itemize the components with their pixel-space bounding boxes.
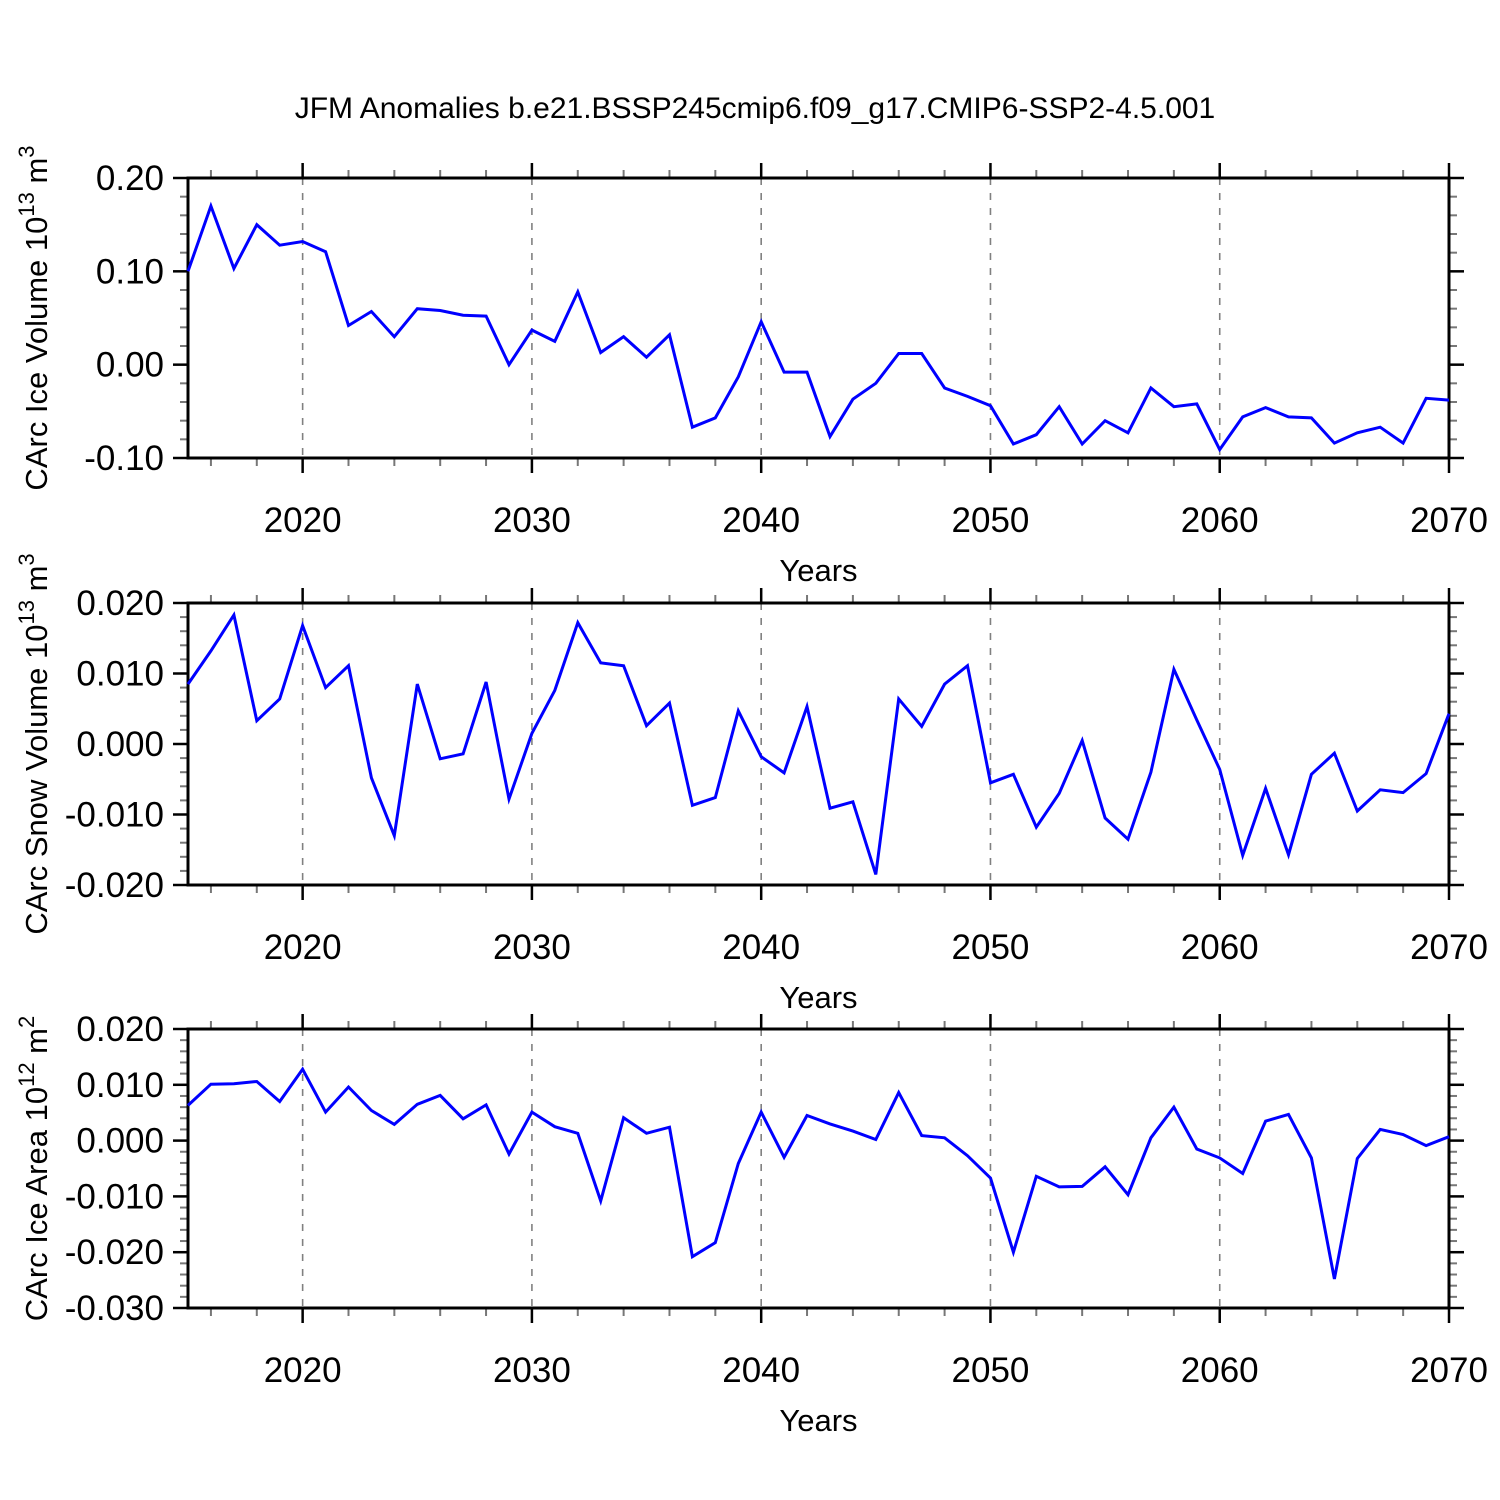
x-tick-label: 2060 — [1181, 1351, 1259, 1390]
carc-ice-volume-line — [186, 201, 1450, 453]
y-axis-title: CArc Ice Volume 1013 m3 — [14, 145, 54, 490]
y-tick-label: 0.000 — [76, 725, 164, 764]
carc-snow-volume-line — [186, 611, 1451, 875]
x-tick-label: 2030 — [493, 1351, 571, 1390]
charts-root: 2020 2030 2040 2050 2060 2070 Years 0.20 0.10 0.0… — [14, 145, 1488, 1438]
y-tick-label: 0.00 — [96, 346, 164, 385]
y-tick-label: -0.020 — [65, 1233, 164, 1272]
y-tick-label: 0.010 — [76, 655, 164, 694]
x-tick-label: 2030 — [493, 501, 571, 540]
x-axis-title: Years — [779, 1403, 857, 1438]
chart-carc-ice-area: 2020 2030 2040 2050 2060 2070 Years 0.020 0.010 0… — [14, 1010, 1488, 1438]
x-tick-label: 2040 — [722, 1351, 800, 1390]
y-tick-label: 0.20 — [96, 159, 164, 198]
y-tick-label: -0.020 — [65, 866, 164, 905]
x-tick-label: 2040 — [722, 501, 800, 540]
chart-carc-snow-volume: 2020 2030 2040 2050 2060 2070 Years 0.020 0.010 0… — [14, 553, 1488, 1015]
y-tick-label: -0.10 — [84, 439, 164, 478]
y-tick-label: 0.020 — [76, 1010, 164, 1049]
x-tick-label: 2040 — [722, 928, 800, 967]
x-tick-label: 2070 — [1410, 501, 1488, 540]
y-tick-label: -0.010 — [65, 1177, 164, 1216]
x-tick-label: 2060 — [1181, 928, 1259, 967]
plot-border — [186, 601, 1451, 887]
x-tick-label: 2030 — [493, 928, 571, 967]
x-axis-title: Years — [779, 553, 857, 588]
chart-carc-ice-volume: 2020 2030 2040 2050 2060 2070 Years 0.20 0.10 0.0… — [14, 145, 1488, 588]
x-tick-label: 2020 — [264, 1351, 342, 1390]
x-axis-title: Years — [779, 980, 857, 1015]
y-tick-label: -0.010 — [65, 796, 164, 835]
carc-ice-area-line — [186, 1066, 1450, 1280]
x-tick-label: 2050 — [952, 501, 1030, 540]
y-tick-label: 0.010 — [76, 1066, 164, 1105]
page-title: JFM Anomalies b.e21.BSSP245cmip6.f09_g17… — [295, 92, 1216, 125]
x-tick-label: 2020 — [264, 501, 342, 540]
x-tick-label: 2070 — [1410, 928, 1488, 967]
y-axis-title: CArc Snow Volume 1013 m3 — [14, 553, 54, 934]
x-tick-label: 2020 — [264, 928, 342, 967]
y-axis-title: CArc Ice Area 1012 m2 — [14, 1016, 54, 1322]
plot-border — [186, 1027, 1451, 1310]
x-tick-label: 2070 — [1410, 1351, 1488, 1390]
x-tick-label: 2060 — [1181, 501, 1259, 540]
y-tick-label: 0.10 — [96, 252, 164, 291]
x-tick-label: 2050 — [952, 1351, 1030, 1390]
plot-border — [186, 176, 1451, 460]
x-tick-label: 2050 — [952, 928, 1030, 967]
y-tick-label: -0.030 — [65, 1289, 164, 1328]
y-tick-label: 0.000 — [76, 1122, 164, 1161]
y-tick-label: 0.020 — [76, 584, 164, 623]
